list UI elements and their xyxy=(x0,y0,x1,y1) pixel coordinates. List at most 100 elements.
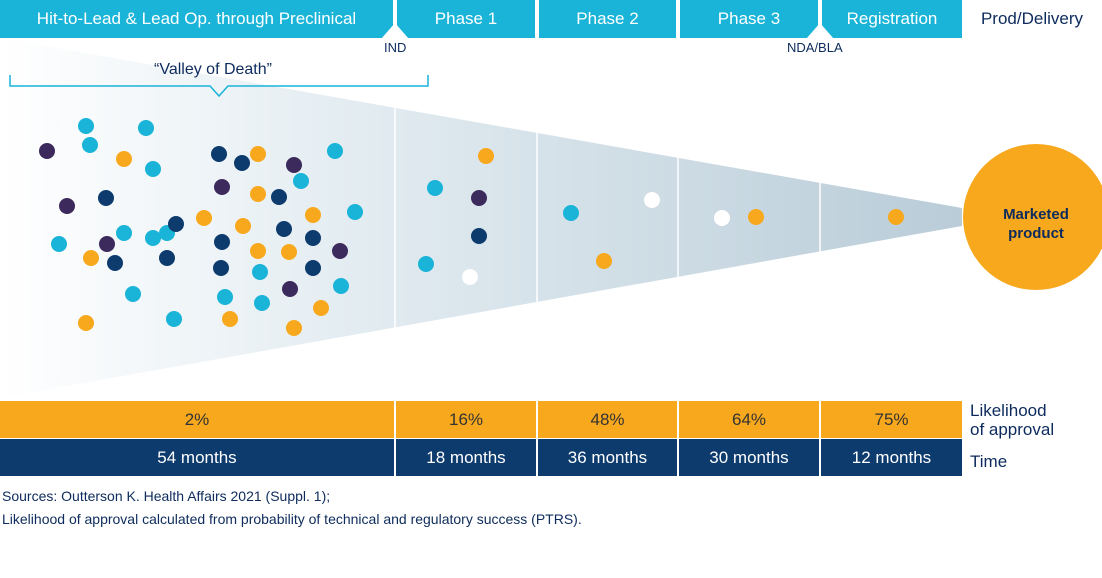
pipeline-funnel-diagram xyxy=(0,38,1102,400)
stage-phase-2: Phase 2 xyxy=(539,0,676,38)
compound-dot xyxy=(462,269,478,285)
compound-dot xyxy=(51,236,67,252)
time-preclinical: 54 months xyxy=(0,439,394,476)
compound-dot xyxy=(327,143,343,159)
compound-dot xyxy=(107,255,123,271)
compound-dot xyxy=(145,230,161,246)
compound-dot xyxy=(59,198,75,214)
compound-dot xyxy=(125,286,141,302)
compound-dot xyxy=(313,300,329,316)
compound-dot xyxy=(596,253,612,269)
compound-dot xyxy=(471,190,487,206)
compound-dot xyxy=(99,236,115,252)
compound-dot xyxy=(39,143,55,159)
compound-dot xyxy=(250,146,266,162)
stage-phase-2-label: Phase 2 xyxy=(576,9,639,28)
marketed-product-label: Marketed product xyxy=(963,205,1102,243)
time-phase-1: 18 months xyxy=(396,439,536,476)
likelihood-label-line2: of approval xyxy=(970,420,1055,439)
compound-dot xyxy=(83,250,99,266)
compound-dot xyxy=(471,228,487,244)
stage-registration: Registration xyxy=(822,0,962,38)
stage-preclinical-label: Hit-to-Lead & Lead Op. through Preclinic… xyxy=(36,9,357,28)
compound-dot xyxy=(305,207,321,223)
time-phase-3: 30 months xyxy=(679,439,819,476)
prod-delivery-label: Prod/Delivery xyxy=(980,9,1084,28)
compound-dot xyxy=(563,205,579,221)
stage-preclinical: Hit-to-Lead & Lead Op. through Preclinic… xyxy=(0,0,393,38)
compound-dot xyxy=(293,173,309,189)
compound-dot xyxy=(305,230,321,246)
likelihood-registration: 75% xyxy=(821,401,962,438)
likelihood-preclinical: 2% xyxy=(0,401,394,438)
stage-phase-1: Phase 1 xyxy=(397,0,535,38)
compound-dot xyxy=(138,120,154,136)
compound-dot xyxy=(305,260,321,276)
compound-dot xyxy=(78,315,94,331)
compound-dot xyxy=(478,148,494,164)
compound-dot xyxy=(214,179,230,195)
compound-dot xyxy=(282,281,298,297)
compound-dot xyxy=(222,311,238,327)
compound-dot xyxy=(254,295,270,311)
ind-marker-icon xyxy=(381,23,409,39)
compound-dot xyxy=(333,278,349,294)
compound-dot xyxy=(145,161,161,177)
compound-dot xyxy=(286,320,302,336)
likelihood-phase-3: 64% xyxy=(679,401,819,438)
compound-dot xyxy=(116,151,132,167)
ind-label: IND xyxy=(384,40,407,55)
valley-of-death-bracket xyxy=(9,75,429,98)
stage-registration-label: Registration xyxy=(846,9,938,28)
compound-dot xyxy=(214,234,230,250)
compound-dot xyxy=(250,243,266,259)
compound-dot xyxy=(168,216,184,232)
compound-dot xyxy=(196,210,212,226)
compound-dot xyxy=(250,186,266,202)
likelihood-phase-2: 48% xyxy=(538,401,677,438)
likelihood-row-label: Likelihood of approval xyxy=(970,401,1054,439)
time-registration: 12 months xyxy=(821,439,962,476)
funnel-shape xyxy=(0,38,962,398)
compound-dot xyxy=(116,225,132,241)
compound-dot xyxy=(159,250,175,266)
compound-dot xyxy=(217,289,233,305)
compound-dot xyxy=(166,311,182,327)
compound-dot xyxy=(332,243,348,259)
sources-line2: Likelihood of approval calculated from p… xyxy=(2,511,582,527)
compound-dot xyxy=(252,264,268,280)
sources-line1: Sources: Outterson K. Health Affairs 202… xyxy=(2,488,331,504)
marketed-label-line2: product xyxy=(1008,225,1064,242)
compound-dot xyxy=(888,209,904,225)
compound-dot xyxy=(211,146,227,162)
compound-dot xyxy=(271,189,287,205)
likelihood-label-line1: Likelihood xyxy=(970,401,1047,420)
nda-bla-label: NDA/BLA xyxy=(787,40,843,55)
compound-dot xyxy=(644,192,660,208)
compound-dot xyxy=(276,221,292,237)
compound-dot xyxy=(427,180,443,196)
time-phase-2: 36 months xyxy=(538,439,677,476)
compound-dot xyxy=(235,218,251,234)
compound-dot xyxy=(78,118,94,134)
marketed-label-line1: Marketed xyxy=(1003,206,1069,223)
compound-dot xyxy=(748,209,764,225)
stage-phase-1-label: Phase 1 xyxy=(434,9,498,28)
compound-dots xyxy=(39,118,904,336)
compound-dot xyxy=(281,244,297,260)
nda-marker-icon xyxy=(806,23,834,39)
compound-dot xyxy=(286,157,302,173)
compound-dot xyxy=(347,204,363,220)
compound-dot xyxy=(82,137,98,153)
compound-dot xyxy=(418,256,434,272)
stage-phase-3: Phase 3 xyxy=(680,0,818,38)
compound-dot xyxy=(98,190,114,206)
marketed-product-circle xyxy=(963,144,1102,290)
valley-of-death-label: “Valley of Death” xyxy=(154,61,272,78)
compound-dot xyxy=(213,260,229,276)
likelihood-phase-1: 16% xyxy=(396,401,536,438)
compound-dot xyxy=(234,155,250,171)
compound-dot xyxy=(714,210,730,226)
stage-phase-3-label: Phase 3 xyxy=(717,9,781,28)
time-row-label: Time xyxy=(970,452,1008,471)
